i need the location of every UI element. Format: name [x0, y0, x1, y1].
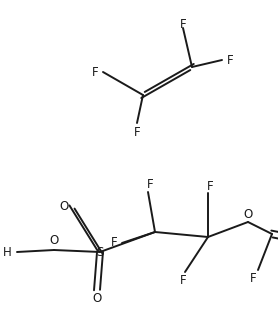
Text: F: F [207, 180, 213, 192]
Text: H: H [3, 246, 12, 258]
Text: F: F [227, 53, 233, 67]
Text: O: O [59, 201, 69, 214]
Text: F: F [92, 65, 98, 79]
Text: S: S [96, 246, 104, 258]
Text: F: F [180, 274, 186, 286]
Text: O: O [243, 208, 253, 220]
Text: O: O [49, 235, 59, 248]
Text: F: F [147, 179, 153, 191]
Text: F: F [111, 237, 117, 249]
Text: F: F [134, 125, 140, 139]
Text: F: F [250, 272, 256, 284]
Text: F: F [180, 17, 186, 30]
Text: O: O [92, 292, 102, 306]
